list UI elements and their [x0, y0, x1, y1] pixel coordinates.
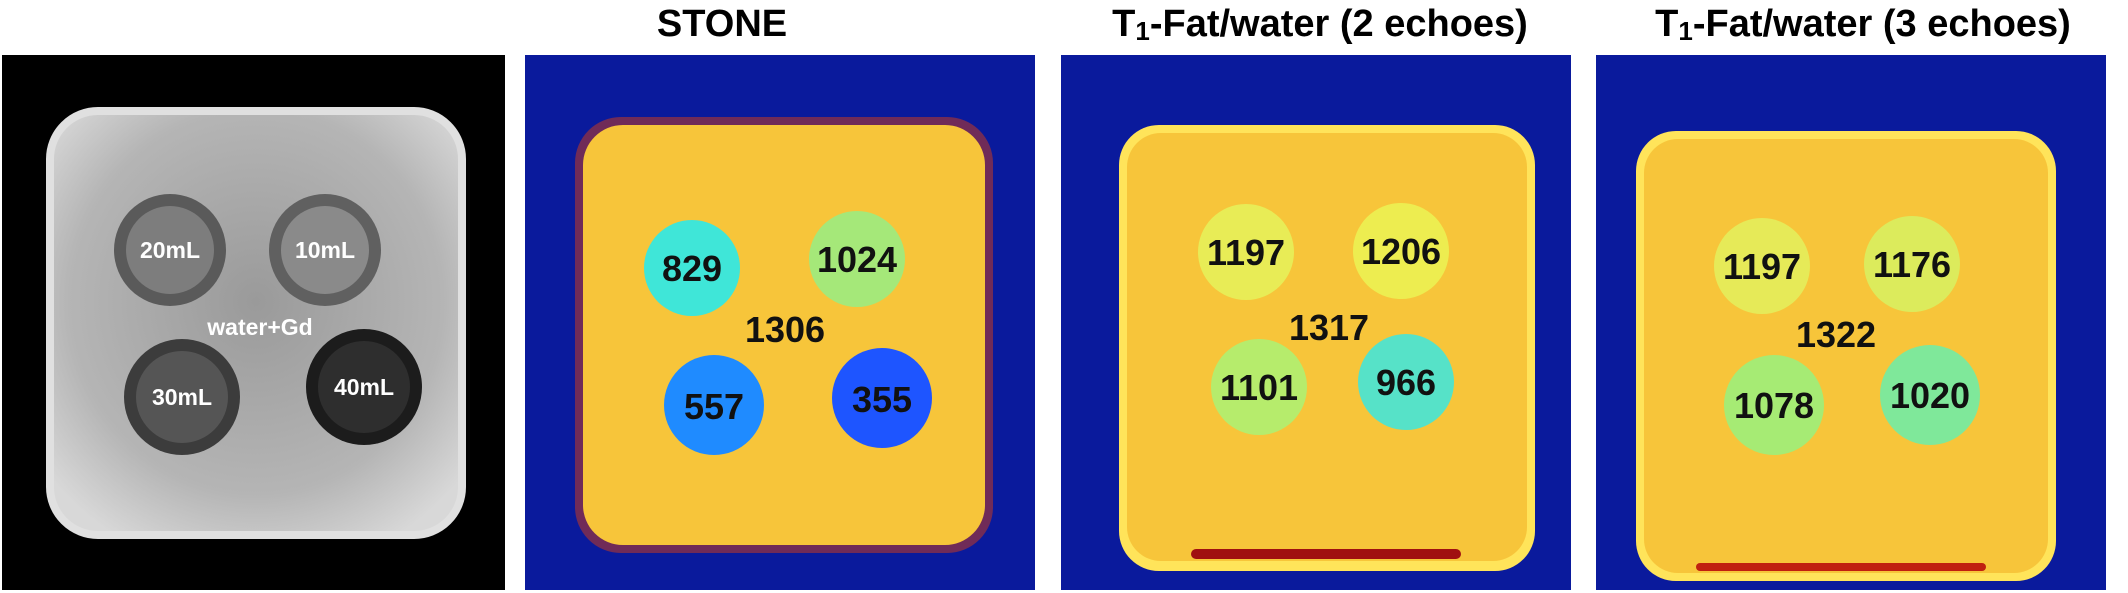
magnitude-vial-40ml — [306, 329, 422, 445]
value-1317: 1317 — [1289, 307, 1369, 348]
vial-label-40ml: 40mL — [334, 374, 394, 400]
vial-1101 — [1211, 339, 1307, 435]
vial-1020 — [1880, 345, 1980, 445]
value-1024: 1024 — [817, 239, 897, 280]
vial-1024 — [809, 211, 905, 307]
value-1101: 1101 — [1220, 367, 1298, 408]
title-rest: -Fat/water (2 echoes) — [1149, 3, 1528, 45]
value-1176: 1176 — [1873, 244, 1951, 285]
value-1306: 1306 — [745, 309, 825, 350]
vial-1078 — [1724, 355, 1824, 455]
vial-829 — [644, 220, 740, 316]
center-label-water-gd: water+Gd — [206, 314, 312, 340]
vial-1206 — [1353, 203, 1449, 299]
value-966: 966 — [1376, 362, 1436, 403]
vial-1197 — [1198, 204, 1294, 300]
title-subscript: 1 — [1135, 16, 1150, 46]
title-rest: -Fat/water (3 echoes) — [1692, 3, 2071, 45]
magnitude-vial-30ml — [124, 339, 240, 455]
value-355: 355 — [852, 379, 912, 420]
title-subscript: 1 — [1678, 16, 1693, 46]
vial-557 — [664, 355, 764, 455]
value-1322: 1322 — [1796, 314, 1876, 355]
title-t: T — [1655, 3, 1679, 45]
value-557: 557 — [684, 386, 744, 427]
stone-t1-map-panel: 829 1024 1306 557 355 — [525, 55, 1035, 590]
title-t: T — [1112, 3, 1136, 45]
vial-355 — [832, 348, 932, 448]
value-1197: 1197 — [1723, 246, 1801, 287]
phantom — [1644, 139, 2048, 573]
fat-water-2-echoes-title: T1-Fat/water (2 echoes) — [1060, 0, 1580, 52]
value-1078: 1078 — [1734, 385, 1814, 426]
fat-water-3-echoes-panel: 1197 1176 1322 1078 1020 — [1596, 55, 2106, 590]
value-829: 829 — [662, 248, 722, 289]
vial-966 — [1358, 334, 1454, 430]
vial-label-10ml: 10mL — [295, 237, 355, 263]
vial-label-30ml: 30mL — [152, 384, 212, 410]
vial-label-20ml: 20mL — [140, 237, 200, 263]
vial-1197 — [1714, 218, 1810, 314]
fat-water-2-echoes-panel: 1197 1206 1317 1101 966 — [1061, 55, 1571, 590]
phantom-bottom-artifact — [1696, 563, 1986, 571]
stone-title: STONE — [656, 3, 788, 45]
value-1020: 1020 — [1890, 375, 1970, 416]
fat-water-3-echoes-title: T1-Fat/water (3 echoes) — [1598, 0, 2128, 52]
magnitude-vial-10ml — [269, 194, 381, 306]
value-1206: 1206 — [1361, 231, 1441, 272]
phantom-bottom-artifact — [1191, 549, 1461, 559]
vial-1176 — [1864, 216, 1960, 312]
magnitude-vial-20ml — [114, 194, 226, 306]
value-1197: 1197 — [1207, 232, 1285, 273]
magnitude-panel: 20mL 10mL water+Gd 30mL 40mL — [2, 55, 505, 590]
